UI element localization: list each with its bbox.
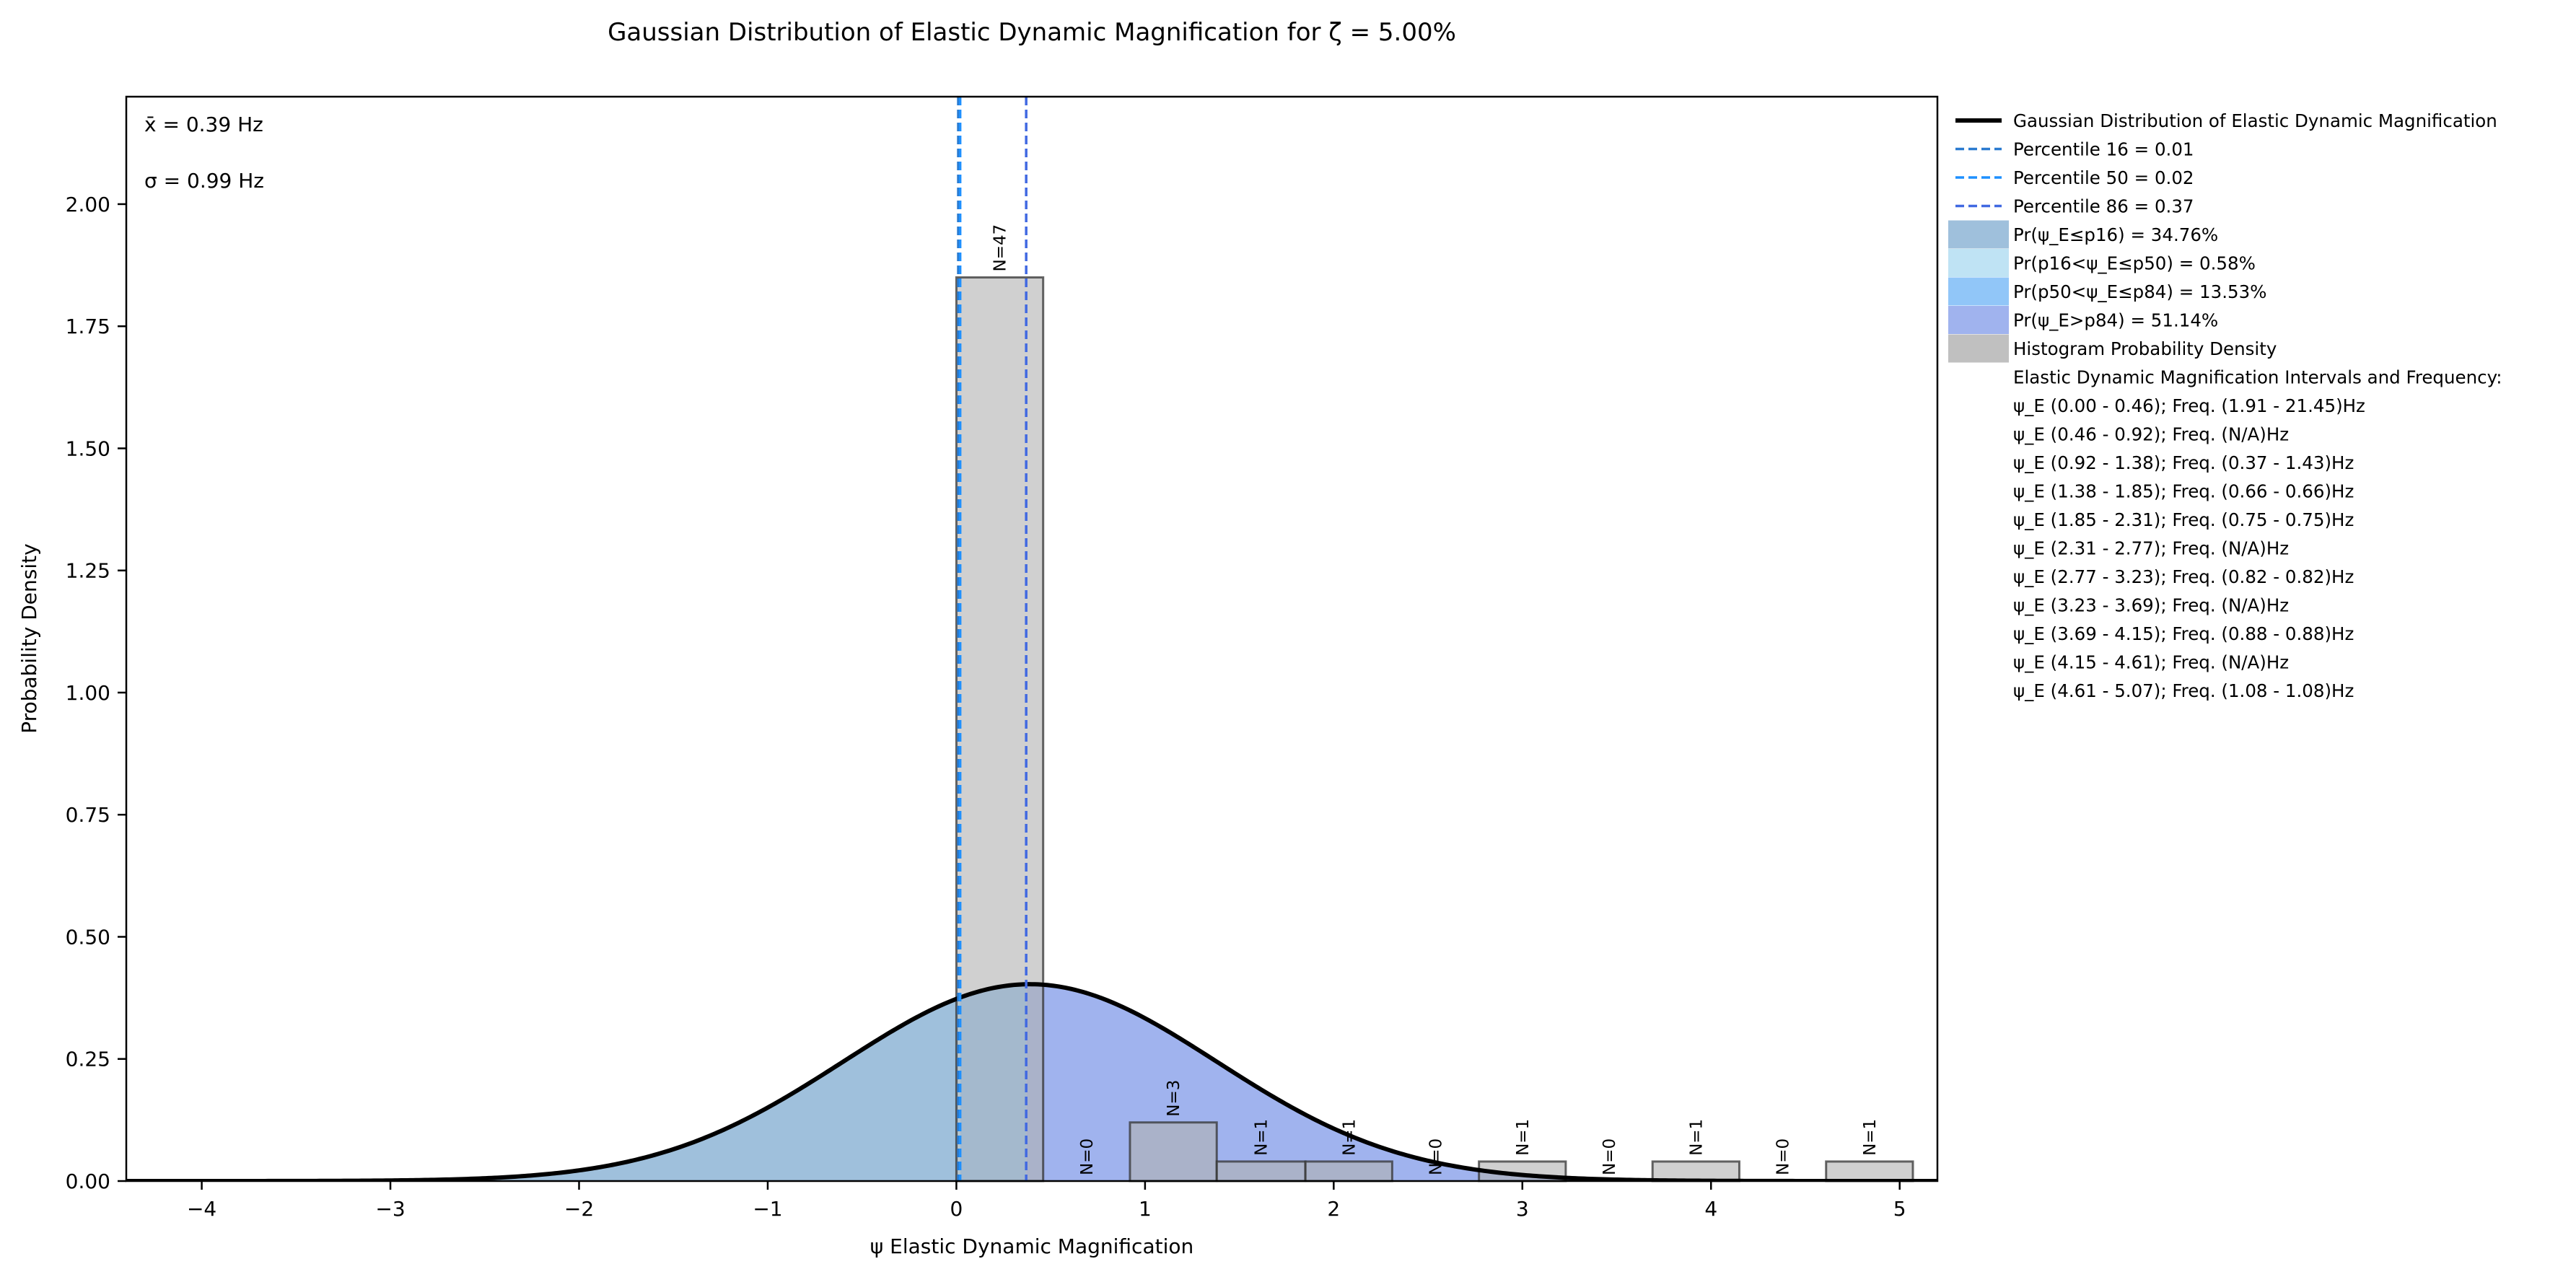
y-tick-label: 1.25 <box>66 559 110 583</box>
gaussian-curve-layer <box>126 982 1937 1181</box>
plot-frame <box>125 95 1939 1182</box>
y-tick-label: 0.25 <box>66 1048 110 1071</box>
legend-region-label: Pr(ψ_E>p84) = 51.14% <box>2013 310 2218 331</box>
legend-histogram-label: Histogram Probability Density <box>2013 338 2277 359</box>
legend-histogram-swatch <box>1948 334 2009 363</box>
bar-count-label: N=1 <box>1687 1119 1706 1156</box>
legend-curve-label: Gaussian Distribution of Elastic Dynamic… <box>2013 110 2497 131</box>
mean-annotation: x̄ = 0.39 Hz <box>144 113 263 136</box>
x-tick-label: 3 <box>1516 1197 1529 1221</box>
region-1 <box>126 998 959 1181</box>
x-axis-ticks: −4 −3 −2 −1 0 1 2 3 4 5 <box>187 1181 1906 1221</box>
legend-interval-item: ψ_E (1.85 - 2.31); Freq. (0.75 - 0.75)Hz <box>2013 509 2354 530</box>
legend: Gaussian Distribution of Elastic Dynamic… <box>1948 110 2502 701</box>
legend-region-label: Pr(p16<ψ_E≤p50) = 0.58% <box>2013 253 2256 274</box>
bar-count-label: N=0 <box>1600 1138 1619 1175</box>
x-tick-label: −1 <box>753 1197 782 1221</box>
x-tick-label: 1 <box>1139 1197 1152 1221</box>
legend-region-label: Pr(p50<ψ_E≤p84) = 13.53% <box>2013 281 2266 302</box>
x-tick-label: −3 <box>375 1197 405 1221</box>
x-tick-label: 4 <box>1704 1197 1717 1221</box>
y-axis-label: Probability Density <box>17 543 41 733</box>
bar-count-label: N=0 <box>1078 1138 1097 1175</box>
histogram-bar <box>1129 1121 1218 1182</box>
legend-region-swatch <box>1948 277 2009 306</box>
x-tick-label: −4 <box>187 1197 216 1221</box>
histogram-bar <box>955 276 1045 1182</box>
histogram-bar <box>1825 1160 1914 1182</box>
x-tick-label: 2 <box>1327 1197 1340 1221</box>
x-tick-label: 0 <box>950 1197 963 1221</box>
bar-count-label: N=47 <box>991 224 1010 272</box>
bar-count-label: N=1 <box>1340 1119 1359 1156</box>
legend-interval-item: ψ_E (3.69 - 4.15); Freq. (0.88 - 0.88)Hz <box>2013 623 2354 644</box>
histogram-bar-labels: N=47 N=0 N=3 N=1 N=1 N=0 N=1 N=0 N=1 N=0 N=1 <box>991 224 1880 1175</box>
legend-percentile-label: Percentile 16 = 0.01 <box>2013 139 2194 160</box>
legend-region-swatch <box>1948 249 2009 277</box>
x-tick-label: −2 <box>564 1197 594 1221</box>
bar-count-label: N=1 <box>1253 1119 1271 1156</box>
legend-region-label: Pr(ψ_E≤p16) = 34.76% <box>2013 224 2218 245</box>
bar-count-label: N=3 <box>1165 1080 1183 1117</box>
bar-count-label: N=1 <box>1514 1119 1533 1156</box>
legend-interval-item: ψ_E (4.15 - 4.61); Freq. (N/A)Hz <box>2013 652 2289 673</box>
bar-count-label: N=0 <box>1427 1138 1446 1175</box>
y-tick-label: 0.50 <box>66 925 110 949</box>
histogram-bar <box>1651 1160 1740 1182</box>
y-tick-label: 0.00 <box>66 1170 110 1193</box>
histogram-bar <box>1304 1160 1393 1182</box>
legend-interval-item: ψ_E (4.61 - 5.07); Freq. (1.08 - 1.08)Hz <box>2013 680 2354 701</box>
y-tick-label: 1.00 <box>66 681 110 705</box>
legend-interval-item: ψ_E (0.46 - 0.92); Freq. (N/A)Hz <box>2013 424 2289 445</box>
legend-interval-item: ψ_E (2.31 - 2.77); Freq. (N/A)Hz <box>2013 538 2289 559</box>
legend-intervals-header: Elastic Dynamic Magnification Intervals … <box>2013 367 2502 388</box>
legend-interval-item: ψ_E (0.00 - 0.46); Freq. (1.91 - 21.45)H… <box>2013 395 2365 416</box>
y-axis-ticks: 0.00 0.25 0.50 0.75 1.00 1.25 1.50 1.75 2.00 <box>66 193 126 1193</box>
legend-interval-item: ψ_E (0.92 - 1.38); Freq. (0.37 - 1.43)Hz <box>2013 452 2354 473</box>
percentile-lines <box>957 97 1028 1181</box>
legend-interval-item: ψ_E (3.23 - 3.69); Freq. (N/A)Hz <box>2013 595 2289 616</box>
y-tick-label: 1.50 <box>66 436 110 460</box>
std-annotation: σ = 0.99 Hz <box>144 169 264 193</box>
bar-count-label: N=0 <box>1774 1138 1793 1175</box>
gaussian-curve <box>126 982 1937 1181</box>
legend-region-swatch <box>1948 220 2009 249</box>
y-tick-label: 1.75 <box>66 315 110 338</box>
x-tick-label: 5 <box>1893 1197 1906 1221</box>
region-4 <box>1026 984 1937 1181</box>
histogram-bar <box>1215 1160 1307 1182</box>
x-axis-label: ψ Elastic Dynamic Magnification <box>870 1234 1193 1258</box>
y-tick-label: 0.75 <box>66 803 110 827</box>
legend-percentile-label: Percentile 86 = 0.37 <box>2013 196 2194 217</box>
legend-percentile-label: Percentile 50 = 0.02 <box>2013 167 2194 188</box>
y-tick-label: 2.00 <box>66 193 110 216</box>
chart-title: Gaussian Distribution of Elastic Dynamic… <box>608 18 1456 47</box>
legend-interval-item: ψ_E (2.77 - 3.23); Freq. (0.82 - 0.82)Hz <box>2013 566 2354 587</box>
bar-count-label: N=1 <box>1861 1119 1880 1156</box>
legend-region-swatch <box>1948 306 2009 334</box>
legend-interval-item: ψ_E (1.38 - 1.85); Freq. (0.66 - 0.66)Hz <box>2013 481 2354 502</box>
